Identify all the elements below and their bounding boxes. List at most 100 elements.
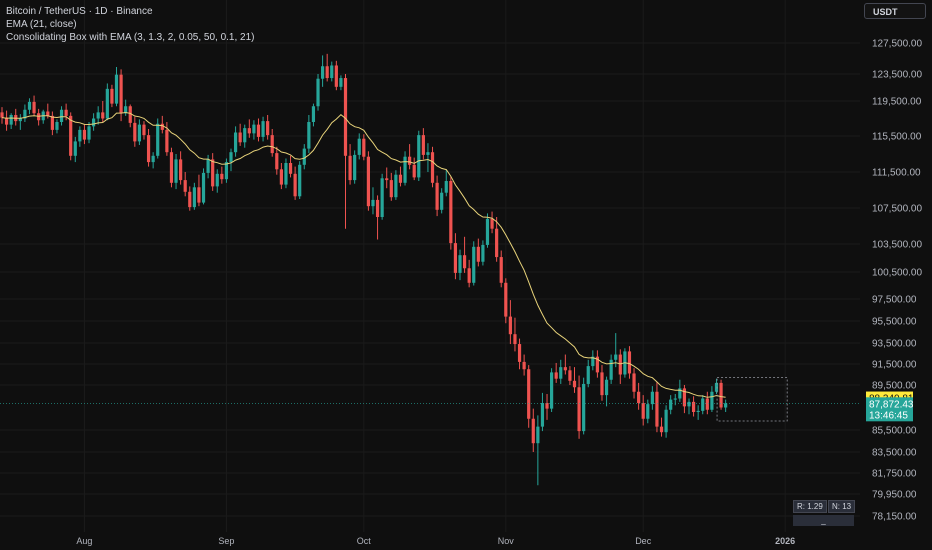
candle-body bbox=[192, 187, 196, 208]
candle-body bbox=[256, 124, 261, 137]
candle-body bbox=[73, 141, 77, 156]
candle-body bbox=[508, 316, 512, 335]
x-tick-label: Nov bbox=[498, 536, 515, 546]
candle-body bbox=[27, 101, 32, 110]
candle-body bbox=[307, 122, 311, 149]
candle-body bbox=[522, 361, 526, 370]
candle-body bbox=[137, 124, 141, 142]
x-tick-label: Oct bbox=[357, 536, 372, 546]
stats-footer: _ bbox=[793, 515, 854, 526]
candle-body bbox=[343, 78, 348, 156]
y-tick-label: 100,500.00 bbox=[872, 268, 922, 279]
candle-body bbox=[614, 354, 618, 360]
candle-body bbox=[641, 403, 645, 419]
candle-body bbox=[101, 112, 105, 119]
candle-body bbox=[591, 356, 595, 367]
candle-body bbox=[321, 66, 325, 79]
candle-body bbox=[550, 372, 554, 409]
candle-body bbox=[46, 111, 50, 116]
y-tick-label: 81,750.00 bbox=[872, 469, 917, 480]
y-tick-label: 127,500.00 bbox=[872, 39, 922, 50]
candle-body bbox=[687, 401, 691, 407]
candle-body bbox=[696, 410, 700, 412]
candle-body bbox=[545, 403, 549, 409]
candle-body bbox=[664, 409, 668, 433]
candle-body bbox=[408, 156, 412, 165]
y-tick-label: 78,150.00 bbox=[872, 512, 917, 523]
candle-body bbox=[366, 156, 370, 207]
candle-body bbox=[517, 344, 522, 362]
candle-body bbox=[330, 65, 334, 79]
candle-body bbox=[440, 192, 444, 210]
y-tick-label: 89,500.00 bbox=[872, 381, 917, 392]
candle-body bbox=[293, 173, 297, 197]
y-tick-label: 85,500.00 bbox=[872, 426, 917, 437]
y-tick-label: 79,950.00 bbox=[872, 490, 917, 501]
candle-body bbox=[554, 372, 558, 379]
y-tick-label: 95,500.00 bbox=[872, 317, 917, 328]
x-tick-label: Sep bbox=[218, 536, 234, 546]
candle-body bbox=[655, 391, 659, 427]
candle-body bbox=[380, 178, 384, 217]
candle-body bbox=[659, 426, 664, 433]
countdown-label: 13:46:45 bbox=[869, 410, 908, 421]
candle-body bbox=[398, 174, 403, 183]
candle-body bbox=[32, 101, 36, 114]
candle-body bbox=[215, 173, 219, 187]
candle-body bbox=[334, 65, 338, 87]
candle-body bbox=[472, 246, 476, 283]
candle-body bbox=[146, 135, 151, 163]
candle-body bbox=[133, 122, 137, 142]
candle-body bbox=[211, 159, 215, 187]
candle-body bbox=[78, 129, 82, 142]
candle-body bbox=[325, 66, 329, 79]
candle-body bbox=[128, 106, 132, 123]
ema-indicator-label[interactable]: EMA (21, close) bbox=[6, 19, 77, 30]
candle-body bbox=[18, 118, 22, 122]
candle-body bbox=[23, 109, 27, 119]
candle-body bbox=[476, 246, 480, 262]
candle-body bbox=[430, 152, 435, 183]
candle-body bbox=[288, 163, 293, 174]
candle-body bbox=[0, 112, 4, 118]
candle-body bbox=[302, 148, 306, 165]
candle-body bbox=[527, 369, 531, 419]
candle-body bbox=[536, 426, 540, 444]
candle-body bbox=[110, 88, 114, 104]
candle-body bbox=[206, 159, 210, 173]
candle-body bbox=[69, 115, 73, 156]
candle-body bbox=[233, 132, 238, 153]
candle-body bbox=[481, 244, 485, 262]
candle-body bbox=[449, 181, 453, 244]
candle-body bbox=[719, 382, 723, 408]
candle-body bbox=[357, 138, 361, 155]
symbol-title[interactable]: Bitcoin / TetherUS · 1D · Binance bbox=[6, 6, 153, 17]
candle-body bbox=[275, 153, 279, 170]
candle-body bbox=[453, 243, 458, 273]
candle-body bbox=[87, 126, 91, 140]
candle-body bbox=[435, 182, 439, 210]
count-stat: N: 13 bbox=[828, 500, 856, 513]
consolidating-box-indicator-label[interactable]: Consolidating Box with EMA (3, 1.3, 2, 0… bbox=[6, 32, 255, 43]
candle-body bbox=[586, 366, 590, 384]
candle-body bbox=[371, 199, 375, 207]
candle-body bbox=[220, 173, 224, 180]
candle-body bbox=[568, 370, 572, 381]
candle-body bbox=[142, 124, 146, 136]
candle-body bbox=[467, 268, 471, 283]
y-tick-label: 91,500.00 bbox=[872, 360, 917, 371]
candle-body bbox=[417, 135, 421, 178]
candle-body bbox=[156, 123, 160, 156]
candle-body bbox=[609, 359, 613, 380]
currency-button[interactable]: USDT bbox=[864, 3, 926, 19]
candle-body bbox=[311, 106, 316, 122]
x-tick-label: 2026 bbox=[775, 536, 795, 546]
last-price-tag bbox=[866, 397, 913, 422]
candle-body bbox=[637, 391, 641, 403]
candle-body bbox=[714, 382, 719, 392]
candle-body bbox=[604, 379, 609, 396]
candle-body bbox=[229, 152, 233, 163]
chart-legend: Bitcoin / TetherUS · 1D · Binance EMA (2… bbox=[6, 5, 254, 44]
candle-body bbox=[495, 228, 499, 258]
